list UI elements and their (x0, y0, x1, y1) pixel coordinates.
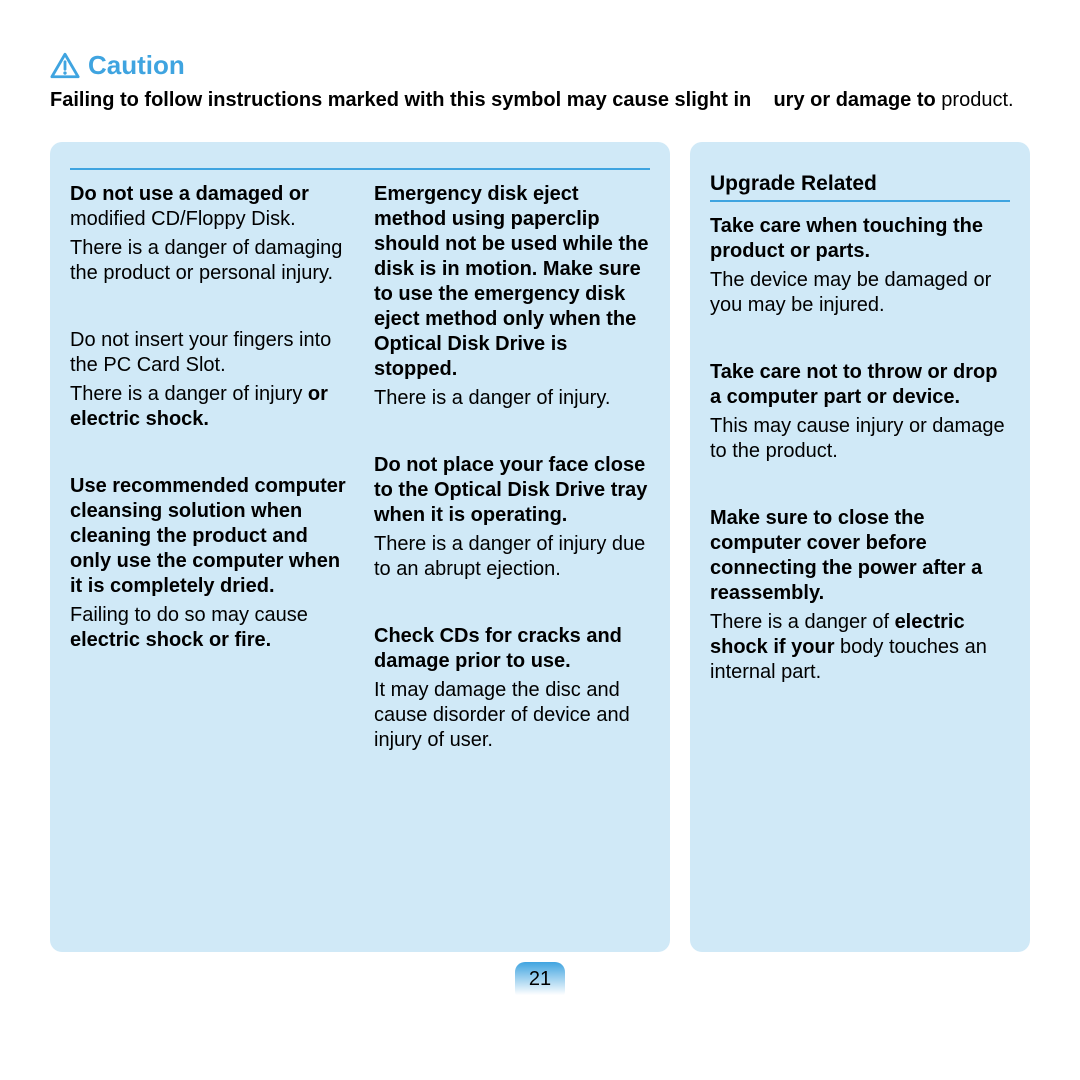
upgrade-related-title: Upgrade Related (710, 172, 1010, 196)
page-number: 21 (515, 962, 565, 1001)
upgrade-item: Make sure to close the computer cover be… (710, 506, 1010, 685)
upgrade-item: Take care when touching the product or p… (710, 214, 1010, 318)
caution-subtitle-tail: product. (941, 89, 1013, 111)
item-heading: Take care when touching the product or p… (710, 214, 1010, 264)
caution-item: Emergency disk eject method using paperc… (374, 182, 650, 411)
item-heading: Check CDs for cracks and damage prior to… (374, 624, 650, 674)
caution-item: Do not place your face close to the Opti… (374, 453, 650, 582)
upgrade-item: Take care not to throw or drop a compute… (710, 360, 1010, 464)
item-heading: Do not place your face close to the Opti… (374, 453, 650, 528)
left-panel: Do not use a damaged or modified CD/Flop… (50, 142, 670, 952)
item-heading: Make sure to close the computer cover be… (710, 506, 1010, 606)
caution-item: Do not insert your fingers into the PC C… (70, 328, 346, 432)
item-desc: There is a danger of damaging the produc… (70, 236, 346, 286)
item-desc: The device may be damaged or you may be … (710, 268, 1010, 318)
left-col-1: Do not use a damaged or modified CD/Flop… (70, 182, 346, 753)
item-desc: There is a danger of electric shock if y… (710, 610, 1010, 685)
item-desc: It may damage the disc and cause disorde… (374, 678, 650, 753)
caution-item: Check CDs for cracks and damage prior to… (374, 624, 650, 753)
item-desc: There is a danger of injury due to an ab… (374, 532, 650, 582)
item-heading: Use recommended computer cleansing solut… (70, 474, 346, 599)
caution-subtitle-bold-1: Failing to follow instructions marked wi… (50, 89, 751, 111)
caution-subtitle-bold-2: ury or damage to (773, 89, 935, 111)
caution-item: Do not use a damaged or modified CD/Flop… (70, 182, 346, 286)
item-desc: There is a danger of injury. (374, 386, 650, 411)
item-heading: Do not use a damaged or modified CD/Flop… (70, 182, 346, 232)
caution-item: Use recommended computer cleansing solut… (70, 474, 346, 653)
left-col-2: Emergency disk eject method using paperc… (374, 182, 650, 753)
caution-header: Caution (50, 50, 1080, 81)
item-heading: Emergency disk eject method using paperc… (374, 182, 650, 382)
caution-subtitle: Failing to follow instructions marked wi… (50, 87, 1080, 114)
panels-row: Do not use a damaged or modified CD/Flop… (50, 142, 1080, 952)
caution-title: Caution (88, 50, 185, 81)
right-panel-rule (710, 200, 1010, 202)
warning-triangle-icon (50, 52, 80, 79)
item-desc: This may cause injury or damage to the p… (710, 414, 1010, 464)
right-panel: Upgrade Related Take care when touching … (690, 142, 1030, 952)
item-desc: There is a danger of injury or electric … (70, 382, 346, 432)
left-panel-rule (70, 168, 650, 170)
item-desc: Failing to do so may cause electric shoc… (70, 603, 346, 653)
item-heading: Take care not to throw or drop a compute… (710, 360, 1010, 410)
page-number-wrap: 21 (50, 962, 1030, 1001)
item-heading: Do not insert your fingers into the PC C… (70, 328, 346, 378)
